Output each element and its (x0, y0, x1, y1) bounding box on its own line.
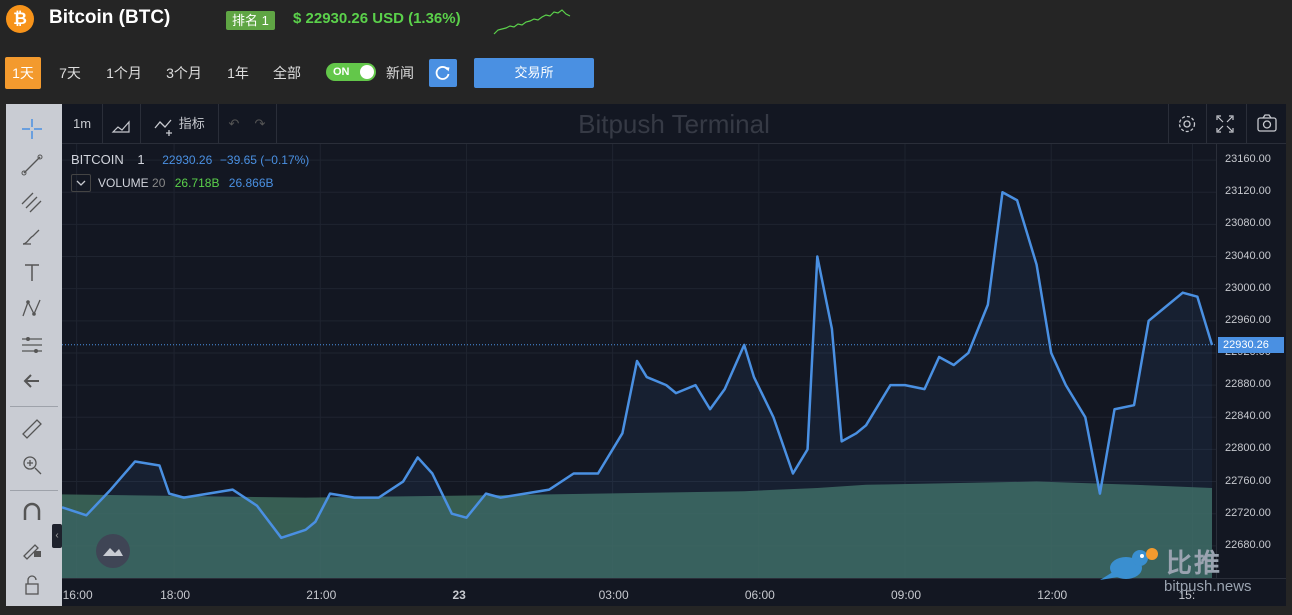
time-tick-label: 06:00 (744, 588, 775, 602)
bitcoin-icon: ₿ (6, 5, 34, 33)
time-tick-label: 15: (1178, 588, 1196, 602)
tradingview-logo-icon[interactable] (96, 534, 130, 568)
ruler-icon[interactable] (19, 416, 45, 442)
toolbar-divider (1168, 104, 1169, 144)
volume-ma: 26.866B (228, 176, 274, 190)
lock-icon[interactable] (19, 572, 45, 598)
price-line (62, 190, 1214, 540)
chart-type-icon[interactable] (104, 104, 138, 144)
volume-period: 20 (152, 176, 166, 190)
range-all-button[interactable]: 全部 (273, 65, 301, 81)
time-tick-label: 03:00 (598, 588, 629, 602)
price-axis[interactable]: 23160.00 23120.00 23080.00 23040.00 23000.00… (1216, 144, 1286, 578)
toolbar-divider (218, 104, 219, 144)
refresh-icon (435, 66, 450, 80)
price-tick-label: 23120.00 (1225, 185, 1271, 198)
toolbar-divider (102, 104, 103, 144)
trend-line-icon[interactable] (19, 152, 45, 178)
redo-icon[interactable]: ↷ (254, 116, 266, 131)
tool-divider (10, 406, 58, 407)
range-3m-button[interactable]: 3个月 (166, 65, 202, 81)
time-tick-label: 21:00 (306, 588, 337, 602)
chart-top-bar: Bitpush Terminal 1m 指标 ↶ ↷ (62, 104, 1286, 144)
volume-legend: VOLUME 20 26.718B 26.866B (98, 176, 274, 190)
toolbar-divider (1246, 104, 1247, 144)
price-tick-label: 23080.00 (1225, 217, 1271, 230)
fib-channel-icon[interactable] (19, 188, 45, 214)
time-tick-label: 18:00 (160, 588, 191, 602)
brush-icon[interactable] (19, 224, 45, 250)
interval-button[interactable]: 1m (72, 116, 92, 131)
last-price-tag: 22930.26 (1218, 336, 1284, 353)
range-1d-button[interactable]: 1天 (5, 57, 41, 89)
price-sparkline (493, 9, 571, 35)
range-1y-button[interactable]: 1年 (227, 65, 249, 81)
toggle-knob (360, 65, 374, 79)
volume-area (62, 481, 1212, 578)
bitpush-brand-url: bitpush.news (1164, 578, 1252, 595)
price-tick-label: 22840.00 (1225, 410, 1271, 423)
range-1m-button[interactable]: 1个月 (106, 65, 142, 81)
lock-drawing-icon[interactable] (19, 536, 45, 562)
price-tick-label: 23040.00 (1225, 249, 1271, 262)
price-tick-label: 22960.00 (1225, 313, 1271, 326)
news-toggle[interactable]: ON (326, 63, 376, 81)
tool-divider (10, 490, 58, 491)
legend-interval: 1 (137, 152, 145, 167)
undo-icon[interactable]: ↶ (228, 116, 240, 131)
chart-widget: ‹ Bitpush Terminal 1m 指标 ↶ ↷ (6, 104, 1286, 606)
text-tool-icon[interactable] (19, 260, 45, 286)
legend-last-price: 22930.26 (162, 153, 213, 167)
time-axis[interactable]: 16:00 18:00 21:00 23 03:00 06:00 09:00 12:00 15: (62, 578, 1286, 606)
toolbar-divider (276, 104, 277, 144)
camera-icon[interactable] (1252, 104, 1282, 144)
news-label: 新闻 (386, 65, 414, 81)
back-arrow-icon[interactable] (19, 368, 45, 394)
price-change: $ 22930.26 USD (1.36%) (293, 10, 461, 27)
price-tick-label: 22800.00 (1225, 442, 1271, 455)
collapse-toolbar-button[interactable]: ‹ (52, 524, 62, 548)
price-tick-label: 23160.00 (1225, 153, 1271, 166)
settings-gear-icon[interactable] (1172, 104, 1202, 144)
bitpush-brand-name: 比推 (1166, 548, 1223, 578)
drawing-toolbar (6, 104, 62, 606)
rank-badge: 排名 1 (226, 11, 275, 30)
coin-header: ₿ Bitcoin (BTC) 排名 1 $ 22930.26 USD (1.3… (0, 0, 1292, 42)
volume-value: 26.718B (174, 176, 220, 190)
price-tick-label: 22720.00 (1225, 506, 1271, 519)
indicators-icon (154, 119, 173, 136)
chart-legend: BITCOIN 1 22930.26 −39.65 (−0.17%) (71, 152, 309, 167)
crosshair-icon[interactable] (19, 116, 45, 142)
price-area (62, 192, 1212, 578)
time-tick-label: 16:00 (62, 588, 93, 602)
price-tick-label: 23000.00 (1225, 281, 1271, 294)
magnet-icon[interactable] (19, 500, 45, 526)
prediction-icon[interactable] (19, 332, 45, 358)
zoom-in-icon[interactable] (19, 452, 45, 478)
range-toolbar: 1天 7天 1个月 3个月 1年 全部 ON 新闻 交易所 (0, 56, 1292, 90)
coin-title: Bitcoin (BTC) (49, 7, 171, 28)
price-tick-label: 22760.00 (1225, 474, 1271, 487)
pattern-icon[interactable] (19, 296, 45, 322)
legend-collapse-chevron-icon[interactable] (71, 174, 91, 192)
toggle-label: ON (333, 66, 350, 78)
price-tick-label: 22680.00 (1225, 538, 1271, 551)
time-tick-label: 09:00 (891, 588, 922, 602)
indicators-label: 指标 (178, 116, 205, 131)
legend-symbol: BITCOIN (71, 152, 124, 167)
indicators-button[interactable]: 指标 (144, 104, 214, 144)
exchange-button[interactable]: 交易所 (474, 58, 594, 88)
refresh-button[interactable] (429, 59, 457, 87)
toolbar-divider (140, 104, 141, 144)
fullscreen-icon[interactable] (1210, 104, 1240, 144)
legend-change: −39.65 (−0.17%) (219, 153, 310, 167)
bitpush-bird-logo-icon (1100, 548, 1158, 580)
range-7d-button[interactable]: 7天 (59, 65, 81, 81)
volume-label: VOLUME (98, 176, 149, 190)
toolbar-divider (1206, 104, 1207, 144)
time-tick-label: 23 (452, 588, 466, 602)
price-tick-label: 22880.00 (1225, 378, 1271, 391)
price-chart-plot[interactable] (62, 144, 1216, 578)
time-tick-label: 12:00 (1037, 588, 1068, 602)
